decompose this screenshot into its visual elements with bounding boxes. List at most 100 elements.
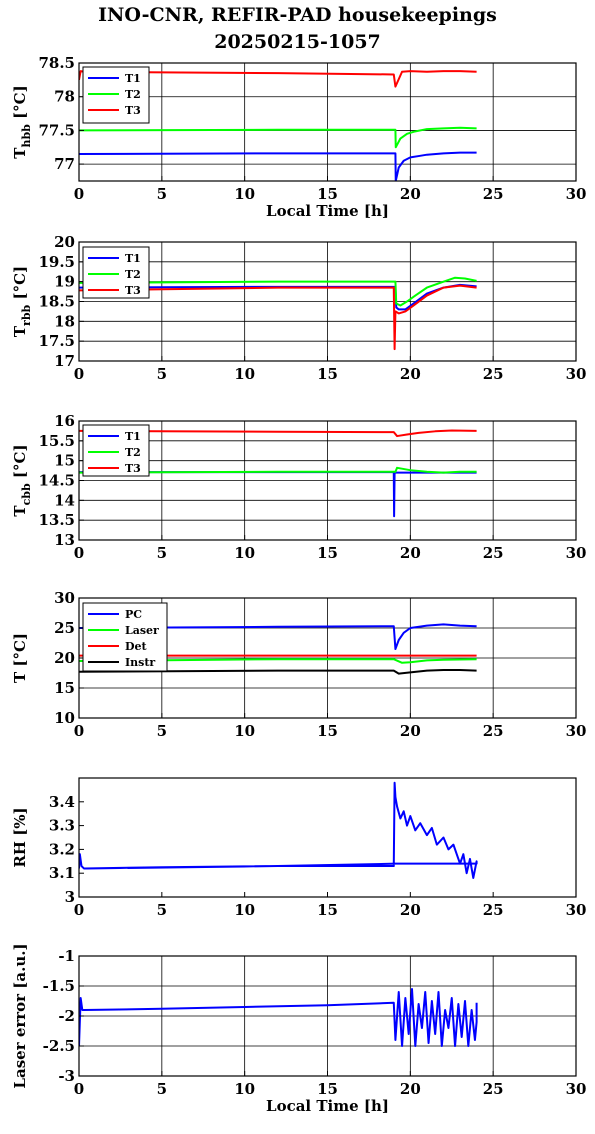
y-axis-label: Laser error [a.u.] xyxy=(11,943,29,1088)
legend-label: Instr xyxy=(125,656,155,669)
y-tick-label: 3.3 xyxy=(49,817,75,835)
y-tick-label: 19.5 xyxy=(38,253,75,271)
y-tick-label: 3.2 xyxy=(49,840,75,858)
legend-label: Laser xyxy=(125,624,159,637)
legend-label: Det xyxy=(125,640,148,653)
y-tick-label: -2.5 xyxy=(43,1037,75,1055)
x-tick-label: 10 xyxy=(234,1080,255,1098)
x-tick-label: 0 xyxy=(74,365,84,383)
x-tick-label: 15 xyxy=(317,544,338,562)
y-axis-label: Tcbb [°C] xyxy=(11,444,33,516)
x-tick-label: 5 xyxy=(157,544,167,562)
series-line-t1 xyxy=(79,151,477,181)
y-axis-label: Thbb [°C] xyxy=(11,85,33,158)
y-tick-label: 10 xyxy=(54,709,75,727)
x-tick-label: 25 xyxy=(483,901,504,919)
legend-label: T3 xyxy=(125,462,141,475)
chart-panel-4: 0 5 10 15 20 25 30 10 15 20 25 30 T [°C] PC Laser Det In… xyxy=(11,589,586,740)
x-tick-label: 30 xyxy=(566,901,587,919)
y-tick-label: 25 xyxy=(54,619,75,637)
legend-label: T3 xyxy=(125,104,141,117)
y-tick-label: 77.5 xyxy=(38,121,75,139)
x-tick-label: 30 xyxy=(566,365,587,383)
x-tick-label: 25 xyxy=(483,1080,504,1098)
legend: T1 T2 T3 xyxy=(82,246,150,299)
x-axis-label: Local Time [h] xyxy=(266,1097,389,1115)
plot-frame xyxy=(78,777,577,898)
legend-label: T2 xyxy=(125,446,141,459)
series-line-instr xyxy=(79,669,477,675)
chart-panel-5: 0 5 10 15 20 25 30 3 3.1 3.2 3.3 3.4 RH [%] xyxy=(11,777,587,919)
y-tick-label: 19 xyxy=(54,273,75,291)
x-tick-label: 20 xyxy=(400,544,421,562)
x-tick-label: 20 xyxy=(400,185,421,203)
y-tick-label: 17 xyxy=(54,352,75,370)
x-axis-label: Local Time [h] xyxy=(266,202,389,220)
y-tick-label: 15.5 xyxy=(38,432,75,450)
legend-label: T1 xyxy=(125,430,141,443)
legend-label: T3 xyxy=(125,284,141,297)
y-tick-label: 15 xyxy=(54,679,75,697)
legend: T1 T2 T3 xyxy=(82,424,150,477)
y-axis-label: RH [%] xyxy=(11,807,29,867)
y-tick-label: 13.5 xyxy=(38,511,75,529)
series-line-t3 xyxy=(79,284,477,351)
y-tick-label: -1.5 xyxy=(43,977,75,995)
series-line-t2 xyxy=(79,466,477,474)
y-tick-label: -3 xyxy=(58,1067,75,1085)
y-tick-label: -2 xyxy=(58,1007,75,1025)
legend-label: T1 xyxy=(125,252,141,265)
series-line-t2 xyxy=(79,126,477,149)
x-tick-label: 30 xyxy=(566,544,587,562)
x-tick-label: 15 xyxy=(317,365,338,383)
series-line-t2 xyxy=(79,276,477,307)
x-tick-label: 10 xyxy=(234,722,255,740)
x-tick-label: 10 xyxy=(234,901,255,919)
x-tick-label: 15 xyxy=(317,185,338,203)
y-tick-label: 78 xyxy=(54,88,75,106)
figure-subtitle: 20250215-1057 xyxy=(214,31,381,53)
x-tick-label: 15 xyxy=(317,1080,338,1098)
series-line-pc xyxy=(79,623,477,650)
y-tick-label: 3.4 xyxy=(49,793,75,811)
y-tick-label: 14.5 xyxy=(38,472,75,490)
chart-panel-1: 0 5 10 15 20 25 30 77 77.5 78 78.5 Thbb [°C] Local T… xyxy=(11,54,586,220)
series-line-t1 xyxy=(79,471,477,518)
x-tick-label: 10 xyxy=(234,185,255,203)
x-tick-label: 25 xyxy=(483,544,504,562)
legend: T1 T2 T3 xyxy=(82,66,150,124)
y-axis-label: Trbb [°C] xyxy=(11,266,33,337)
y-axis-label: T [°C] xyxy=(11,633,29,683)
y-tick-label: 13 xyxy=(54,531,75,549)
x-tick-label: 20 xyxy=(400,901,421,919)
x-tick-label: 0 xyxy=(74,901,84,919)
x-tick-label: 25 xyxy=(483,365,504,383)
y-tick-label: 17.5 xyxy=(38,332,75,350)
series-line-laser xyxy=(79,658,477,664)
x-tick-label: 20 xyxy=(400,722,421,740)
x-tick-label: 30 xyxy=(566,185,587,203)
legend-label: PC xyxy=(125,608,142,621)
y-tick-label: 14 xyxy=(54,491,75,509)
y-tick-label: 18.5 xyxy=(38,293,75,311)
y-tick-label: 16 xyxy=(54,412,75,430)
legend-label: T2 xyxy=(125,88,141,101)
y-tick-label: -1 xyxy=(58,947,75,965)
series-line-t3 xyxy=(79,429,477,438)
x-tick-label: 30 xyxy=(566,1080,587,1098)
legend: PC Laser Det Instr xyxy=(82,602,168,672)
x-tick-label: 20 xyxy=(400,1080,421,1098)
x-tick-label: 10 xyxy=(234,544,255,562)
legend-label: T2 xyxy=(125,268,141,281)
x-tick-label: 5 xyxy=(157,365,167,383)
y-tick-label: 78.5 xyxy=(38,54,75,72)
series-line-1 xyxy=(79,988,478,1047)
x-tick-label: 20 xyxy=(400,365,421,383)
y-tick-label: 3.1 xyxy=(49,864,75,882)
x-tick-label: 10 xyxy=(234,365,255,383)
x-tick-label: 0 xyxy=(74,185,84,203)
chart-panel-6: 0 5 10 15 20 25 30 -3 -2.5 -2 -1.5 -1 Laser error [a… xyxy=(11,943,586,1115)
